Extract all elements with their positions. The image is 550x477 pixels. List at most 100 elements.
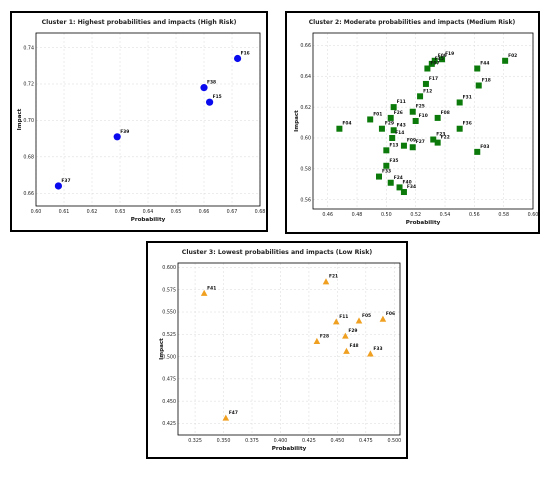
point-label: F02 [508,53,517,59]
x-tick-label: 0.500 [387,438,401,444]
data-point [439,56,446,63]
y-tick-label: 0.525 [162,332,176,338]
x-tick-label: 0.325 [188,438,202,444]
chart-title: Cluster 2: Moderate probabilities and im… [309,19,516,26]
cluster-2-chart: Cluster 2: Moderate probabilities and im… [294,19,538,226]
point-label: F04 [342,121,351,127]
data-point [390,127,397,134]
data-point [389,134,396,141]
y-tick-label: 0.575 [162,287,176,293]
point-label: F06 [386,311,395,317]
point-label: F19 [445,51,454,57]
point-label: F11 [339,314,348,320]
point-label: F03 [480,144,489,150]
point-label: F08 [441,110,450,116]
x-tick-label: 0.62 [87,209,98,215]
point-label: F24 [394,175,403,181]
data-point [396,184,403,191]
y-tick-label: 0.70 [23,118,34,124]
point-label: F23 [436,132,445,138]
point-label: F38 [207,80,216,86]
data-point [367,350,374,357]
data-point [400,142,407,149]
x-tick-label: 0.60 [528,212,538,218]
chart-title: Cluster 3: Lowest probabilities and impa… [182,249,373,256]
y-tick-label: 0.68 [23,155,34,161]
y-axis-label: Impact [294,110,300,132]
point-label: F01 [373,111,382,117]
y-tick-label: 0.66 [300,43,311,49]
data-point [234,54,242,63]
data-point [200,289,208,296]
data-point [434,114,441,121]
x-tick-label: 0.350 [217,438,231,444]
data-point [475,82,482,89]
data-point [428,60,435,67]
x-tick-label: 0.400 [274,438,288,444]
x-tick-label: 0.56 [469,212,480,218]
point-label: F28 [320,333,329,339]
point-label: F27 [416,139,425,145]
x-tick-label: 0.50 [381,212,392,218]
x-tick-label: 0.46 [322,212,333,218]
data-point [434,139,441,146]
y-tick-label: 0.62 [300,105,311,111]
point-label: F09 [407,138,416,144]
x-tick-label: 0.475 [359,438,373,444]
x-tick-label: 0.61 [59,209,70,215]
point-label: F40 [403,179,412,185]
cluster-1-panel: Cluster 1: Highest probabilities and imp… [10,11,268,232]
x-tick-label: 0.67 [227,209,238,215]
point-label: F22 [441,135,450,141]
x-axis-label: Probability [131,217,166,223]
point-label: F16 [241,50,250,56]
point-label: F36 [463,121,472,127]
point-label: F14 [395,130,404,136]
x-tick-label: 0.65 [171,209,182,215]
data-point [400,189,407,196]
point-label: F07 [430,61,439,67]
y-tick-label: 0.72 [23,82,34,88]
data-point [222,414,230,421]
point-label: F29 [385,121,394,127]
point-label: F12 [423,88,432,94]
point-label: F39 [120,129,129,135]
point-label: F18 [482,77,491,83]
data-point [387,114,394,121]
data-point [54,182,63,190]
x-tick-label: 0.66 [199,209,210,215]
y-axis-label: Impact [159,338,165,360]
point-label: F41 [207,285,216,291]
data-point [332,318,340,325]
data-point [474,65,481,72]
point-label: F31 [463,94,472,100]
point-label: F29 [348,328,357,334]
y-tick-label: 0.450 [162,399,176,405]
data-point [383,147,390,154]
point-label: F10 [419,113,428,119]
x-tick-label: 0.375 [245,438,259,444]
y-tick-label: 0.60 [300,136,311,142]
y-tick-label: 0.66 [23,191,34,197]
point-label: F15 [213,94,222,100]
plot-frame [312,32,534,210]
data-point [376,173,382,180]
data-point [378,125,385,132]
point-label: F13 [389,142,398,148]
y-tick-label: 0.600 [162,265,176,271]
data-point [336,125,343,132]
point-label: F34 [407,184,416,190]
y-tick-label: 0.74 [23,45,34,51]
x-tick-label: 0.48 [352,212,363,218]
y-tick-label: 0.550 [162,310,176,316]
cluster-1-chart: Cluster 1: Highest probabilities and imp… [17,19,265,223]
data-point [206,98,214,106]
data-point [412,118,419,124]
x-tick-label: 0.52 [410,212,421,218]
data-point [502,57,509,64]
y-tick-label: 0.64 [300,74,311,80]
data-point [383,162,390,169]
data-point [200,84,208,92]
y-tick-label: 0.425 [162,421,176,427]
point-label: F26 [394,110,403,116]
